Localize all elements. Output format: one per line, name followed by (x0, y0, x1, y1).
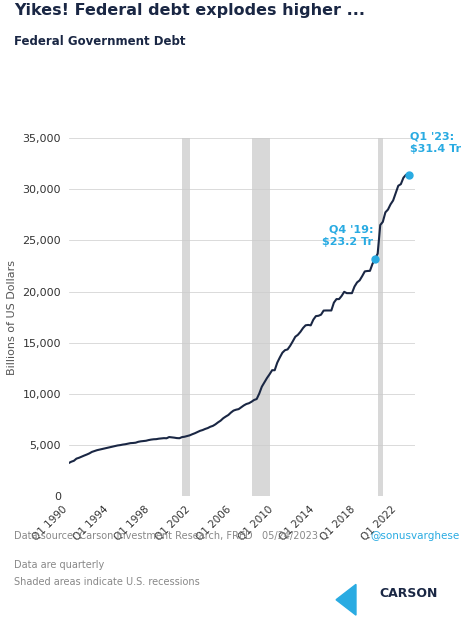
Text: Q1 '23:
$31.4 Tr: Q1 '23: $31.4 Tr (410, 132, 461, 153)
Bar (252, 138, 270, 496)
Bar (182, 138, 190, 496)
Text: Federal Government Debt: Federal Government Debt (14, 35, 186, 48)
Polygon shape (336, 584, 356, 615)
Y-axis label: Billions of US Dollars: Billions of US Dollars (7, 259, 17, 375)
Text: @sonusvarghese: @sonusvarghese (371, 531, 460, 541)
Text: Shaded areas indicate U.S. recessions: Shaded areas indicate U.S. recessions (14, 577, 200, 587)
Text: Q4 '19:
$23.2 Tr: Q4 '19: $23.2 Tr (322, 224, 373, 247)
Bar (378, 138, 383, 496)
Text: Data source: Carson Investment Research, FRED   05/24/2023: Data source: Carson Investment Research,… (14, 531, 318, 541)
Text: CARSON: CARSON (379, 587, 438, 600)
Text: Yikes! Federal debt explodes higher ...: Yikes! Federal debt explodes higher ... (14, 3, 365, 18)
Text: Data are quarterly: Data are quarterly (14, 560, 104, 570)
